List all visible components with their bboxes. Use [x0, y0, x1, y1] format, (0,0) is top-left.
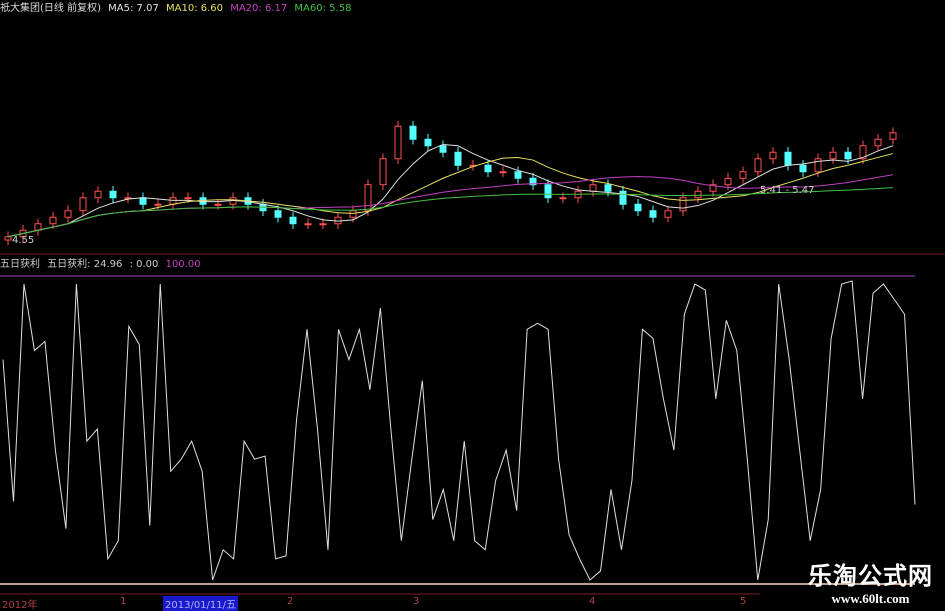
candle: [454, 147, 462, 171]
candle: [94, 186, 102, 203]
candle: [889, 127, 897, 145]
x-label: 2012年: [2, 600, 38, 611]
candle: [694, 186, 702, 203]
candle: [169, 192, 177, 210]
ma10-value: MA10: 6.60: [166, 3, 224, 14]
candle: [79, 192, 87, 216]
watermark-title: 乐淘公式网: [808, 561, 933, 590]
candle: [664, 205, 672, 223]
ma60-value: MA60: 5.58: [294, 3, 352, 14]
candle: [139, 192, 147, 210]
candle: [289, 212, 297, 229]
stock-title: 祇大集团(日线 前复权): [0, 3, 101, 14]
ma60-line: [7, 187, 894, 238]
candle: [409, 121, 417, 145]
osc-v3: 100.00: [165, 259, 201, 270]
oscillator-line: [2, 280, 916, 581]
low-price-label: 4.55: [12, 235, 35, 246]
candle: [109, 186, 117, 203]
candle: [799, 160, 807, 177]
candle: [874, 134, 882, 151]
candle: [514, 166, 522, 184]
candle: [124, 192, 132, 203]
candle: [634, 199, 642, 216]
candle: [769, 147, 777, 164]
moving-averages: [7, 143, 894, 238]
ma5-line: [7, 143, 894, 238]
candle: [49, 212, 57, 229]
candle: [4, 231, 12, 246]
selected-date[interactable]: 2013/01/11/五: [163, 596, 239, 611]
candle: [499, 166, 507, 177]
candle: [274, 205, 282, 223]
candle: [34, 218, 42, 236]
candle: [754, 153, 762, 177]
x-label: 2: [287, 596, 294, 607]
price-header: 祇大集团(日线 前复权) MA5: 7.07 MA10: 6.60 MA20: …: [0, 2, 355, 16]
candle: [859, 140, 867, 164]
osc-name: 五日获利: [0, 259, 40, 270]
candle: [424, 134, 432, 151]
ma5-value: MA5: 7.07: [108, 3, 159, 14]
candle: [64, 205, 72, 223]
candle: [394, 121, 402, 164]
candle: [439, 140, 447, 158]
candle: [379, 153, 387, 190]
candle: [679, 192, 687, 216]
candle: [304, 218, 312, 229]
osc-v2: : 0.00: [129, 259, 159, 270]
candle: [739, 166, 747, 184]
candle: [364, 179, 372, 216]
ma10-line: [7, 153, 894, 238]
candle: [619, 186, 627, 210]
x-label: 4: [589, 596, 596, 607]
watermark-logo: 乐淘公式网 www.60lt.com: [808, 556, 933, 607]
candles: [4, 121, 897, 246]
candle: [529, 173, 537, 190]
candle: [709, 179, 717, 197]
candle: [649, 205, 657, 223]
range-label: 5.41 - 5.47: [760, 185, 815, 196]
candle: [829, 147, 837, 164]
candle: [784, 147, 792, 171]
oscillator-header: 五日获利 五日获利: 24.96 : 0.00 100.00: [0, 258, 205, 272]
x-label: 1: [120, 596, 127, 607]
ma20-value: MA20: 6.17: [230, 3, 288, 14]
watermark-url: www.60lt.com: [831, 591, 910, 606]
candle: [484, 160, 492, 177]
candle: [469, 160, 477, 171]
x-label: 5: [740, 596, 747, 607]
osc-value: 五日获利: 24.96: [47, 259, 123, 270]
x-label: 3: [413, 596, 420, 607]
